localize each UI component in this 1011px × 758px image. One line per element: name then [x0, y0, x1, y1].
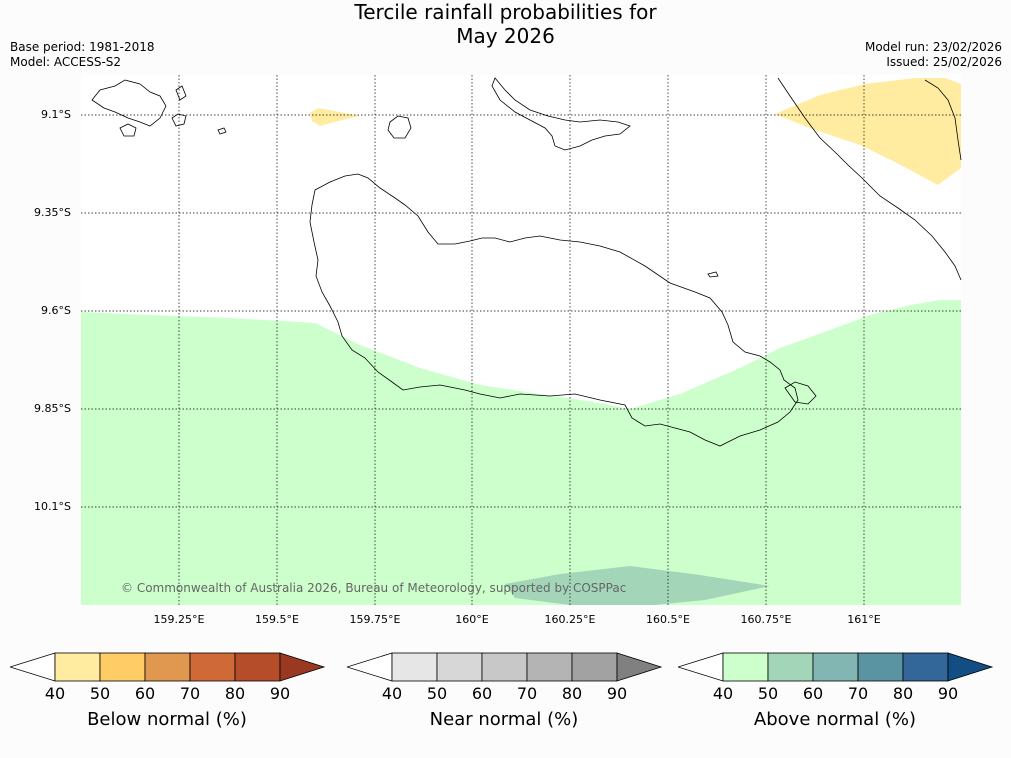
- near-swatch: [481, 652, 528, 682]
- map-title-line2: May 2026: [456, 24, 555, 48]
- lon-label-160-25: 160.25°E: [544, 613, 596, 626]
- lat-label-9-35: 9.35°S: [34, 206, 71, 219]
- colorbar-above-tick: 60: [802, 684, 824, 703]
- model-run-text: Model run: 23/02/2026: [864, 40, 1002, 54]
- above-swatch: [902, 652, 949, 682]
- above-swatch: [722, 652, 769, 682]
- colorbar-near-swatches: [347, 652, 663, 682]
- colorbar-near-tick: 50: [426, 684, 448, 703]
- colorbar-below-title: Below normal (%): [87, 709, 247, 730]
- colorbar-below-tick: 40: [44, 684, 66, 703]
- above-swatch: [767, 652, 814, 682]
- map-title-line1: Tercile rainfall probabilities for: [354, 0, 657, 24]
- coastlines: [91, 77, 962, 447]
- colorbar-near-title: Near normal (%): [429, 709, 579, 730]
- colorbar-near-tick: 60: [471, 684, 493, 703]
- colorbar-below-swatches: [10, 652, 326, 682]
- lat-label-10-1: 10.1°S: [34, 500, 71, 513]
- colorbar-above-tick: 50: [757, 684, 779, 703]
- lat-label-9-85: 9.85°S: [34, 402, 71, 415]
- base-period-text: Base period: 1981-2018: [10, 40, 155, 54]
- lat-label-9-6: 9.6°S: [41, 304, 71, 317]
- map-title: Tercile rainfall probabilities for May 2…: [0, 0, 1011, 48]
- meta-left: Base period: 1981-2018 Model: ACCESS-S2: [10, 40, 155, 70]
- above-swatch-upper: [947, 652, 994, 682]
- above-swatch-lower: [678, 652, 724, 682]
- lon-label-159-5: 159.5°E: [255, 613, 299, 626]
- lon-label-159-25: 159.25°E: [153, 613, 205, 626]
- issued-text: Issued: 25/02/2026: [886, 55, 1002, 69]
- near-swatch: [571, 652, 618, 682]
- below-normal-region-nw: [310, 108, 360, 126]
- near-swatch-lower: [347, 652, 393, 682]
- lon-label-161: 161°E: [847, 613, 881, 626]
- model-text: Model: ACCESS-S2: [10, 55, 122, 69]
- colorbar-below-tick: 90: [269, 684, 291, 703]
- colorbar-above-tick: 40: [712, 684, 734, 703]
- above-swatch: [812, 652, 859, 682]
- copyright-text: © Commonwealth of Australia 2026, Bureau…: [121, 581, 627, 595]
- colorbar-above-tick: 90: [937, 684, 959, 703]
- graticule: [81, 75, 961, 605]
- colorbar-above-title: Above normal (%): [753, 709, 917, 730]
- below-swatch: [144, 652, 191, 682]
- colorbar-above-tick: 70: [847, 684, 869, 703]
- near-swatch: [391, 652, 438, 682]
- near-swatch: [526, 652, 573, 682]
- lon-label-159-75: 159.75°E: [349, 613, 401, 626]
- below-swatch: [99, 652, 146, 682]
- above-normal-region: [81, 300, 961, 605]
- below-swatch-upper: [279, 652, 326, 682]
- near-swatch-upper: [616, 652, 663, 682]
- lon-label-160: 160°E: [455, 613, 489, 626]
- above-swatch: [857, 652, 904, 682]
- colorbar-above-tick: 80: [892, 684, 914, 703]
- lon-label-160-75: 160.75°E: [740, 613, 792, 626]
- meta-right: Model run: 23/02/2026 Issued: 25/02/2026: [865, 40, 1002, 70]
- map-canvas: [81, 75, 962, 605]
- colorbar-near: [347, 652, 663, 682]
- colorbar-below-tick: 60: [134, 684, 156, 703]
- near-swatch: [436, 652, 483, 682]
- colorbar-above: [678, 652, 994, 682]
- below-swatch: [189, 652, 236, 682]
- below-normal-region-ne: [775, 78, 961, 185]
- colorbar-below: [10, 652, 326, 682]
- colorbar-below-tick: 50: [89, 684, 111, 703]
- colorbar-near-tick: 90: [606, 684, 628, 703]
- lon-label-160-5: 160.5°E: [646, 613, 690, 626]
- colorbar-near-tick: 80: [561, 684, 583, 703]
- below-swatch: [234, 652, 281, 682]
- below-swatch-lower: [10, 652, 56, 682]
- below-swatch: [54, 652, 101, 682]
- colorbar-below-tick: 80: [224, 684, 246, 703]
- lat-label-9-1: 9.1°S: [41, 108, 71, 121]
- colorbar-near-tick: 40: [381, 684, 403, 703]
- colorbar-near-tick: 70: [516, 684, 538, 703]
- colorbar-below-tick: 70: [179, 684, 201, 703]
- above-normal-60-region: [505, 566, 770, 605]
- colorbar-above-swatches: [678, 652, 994, 682]
